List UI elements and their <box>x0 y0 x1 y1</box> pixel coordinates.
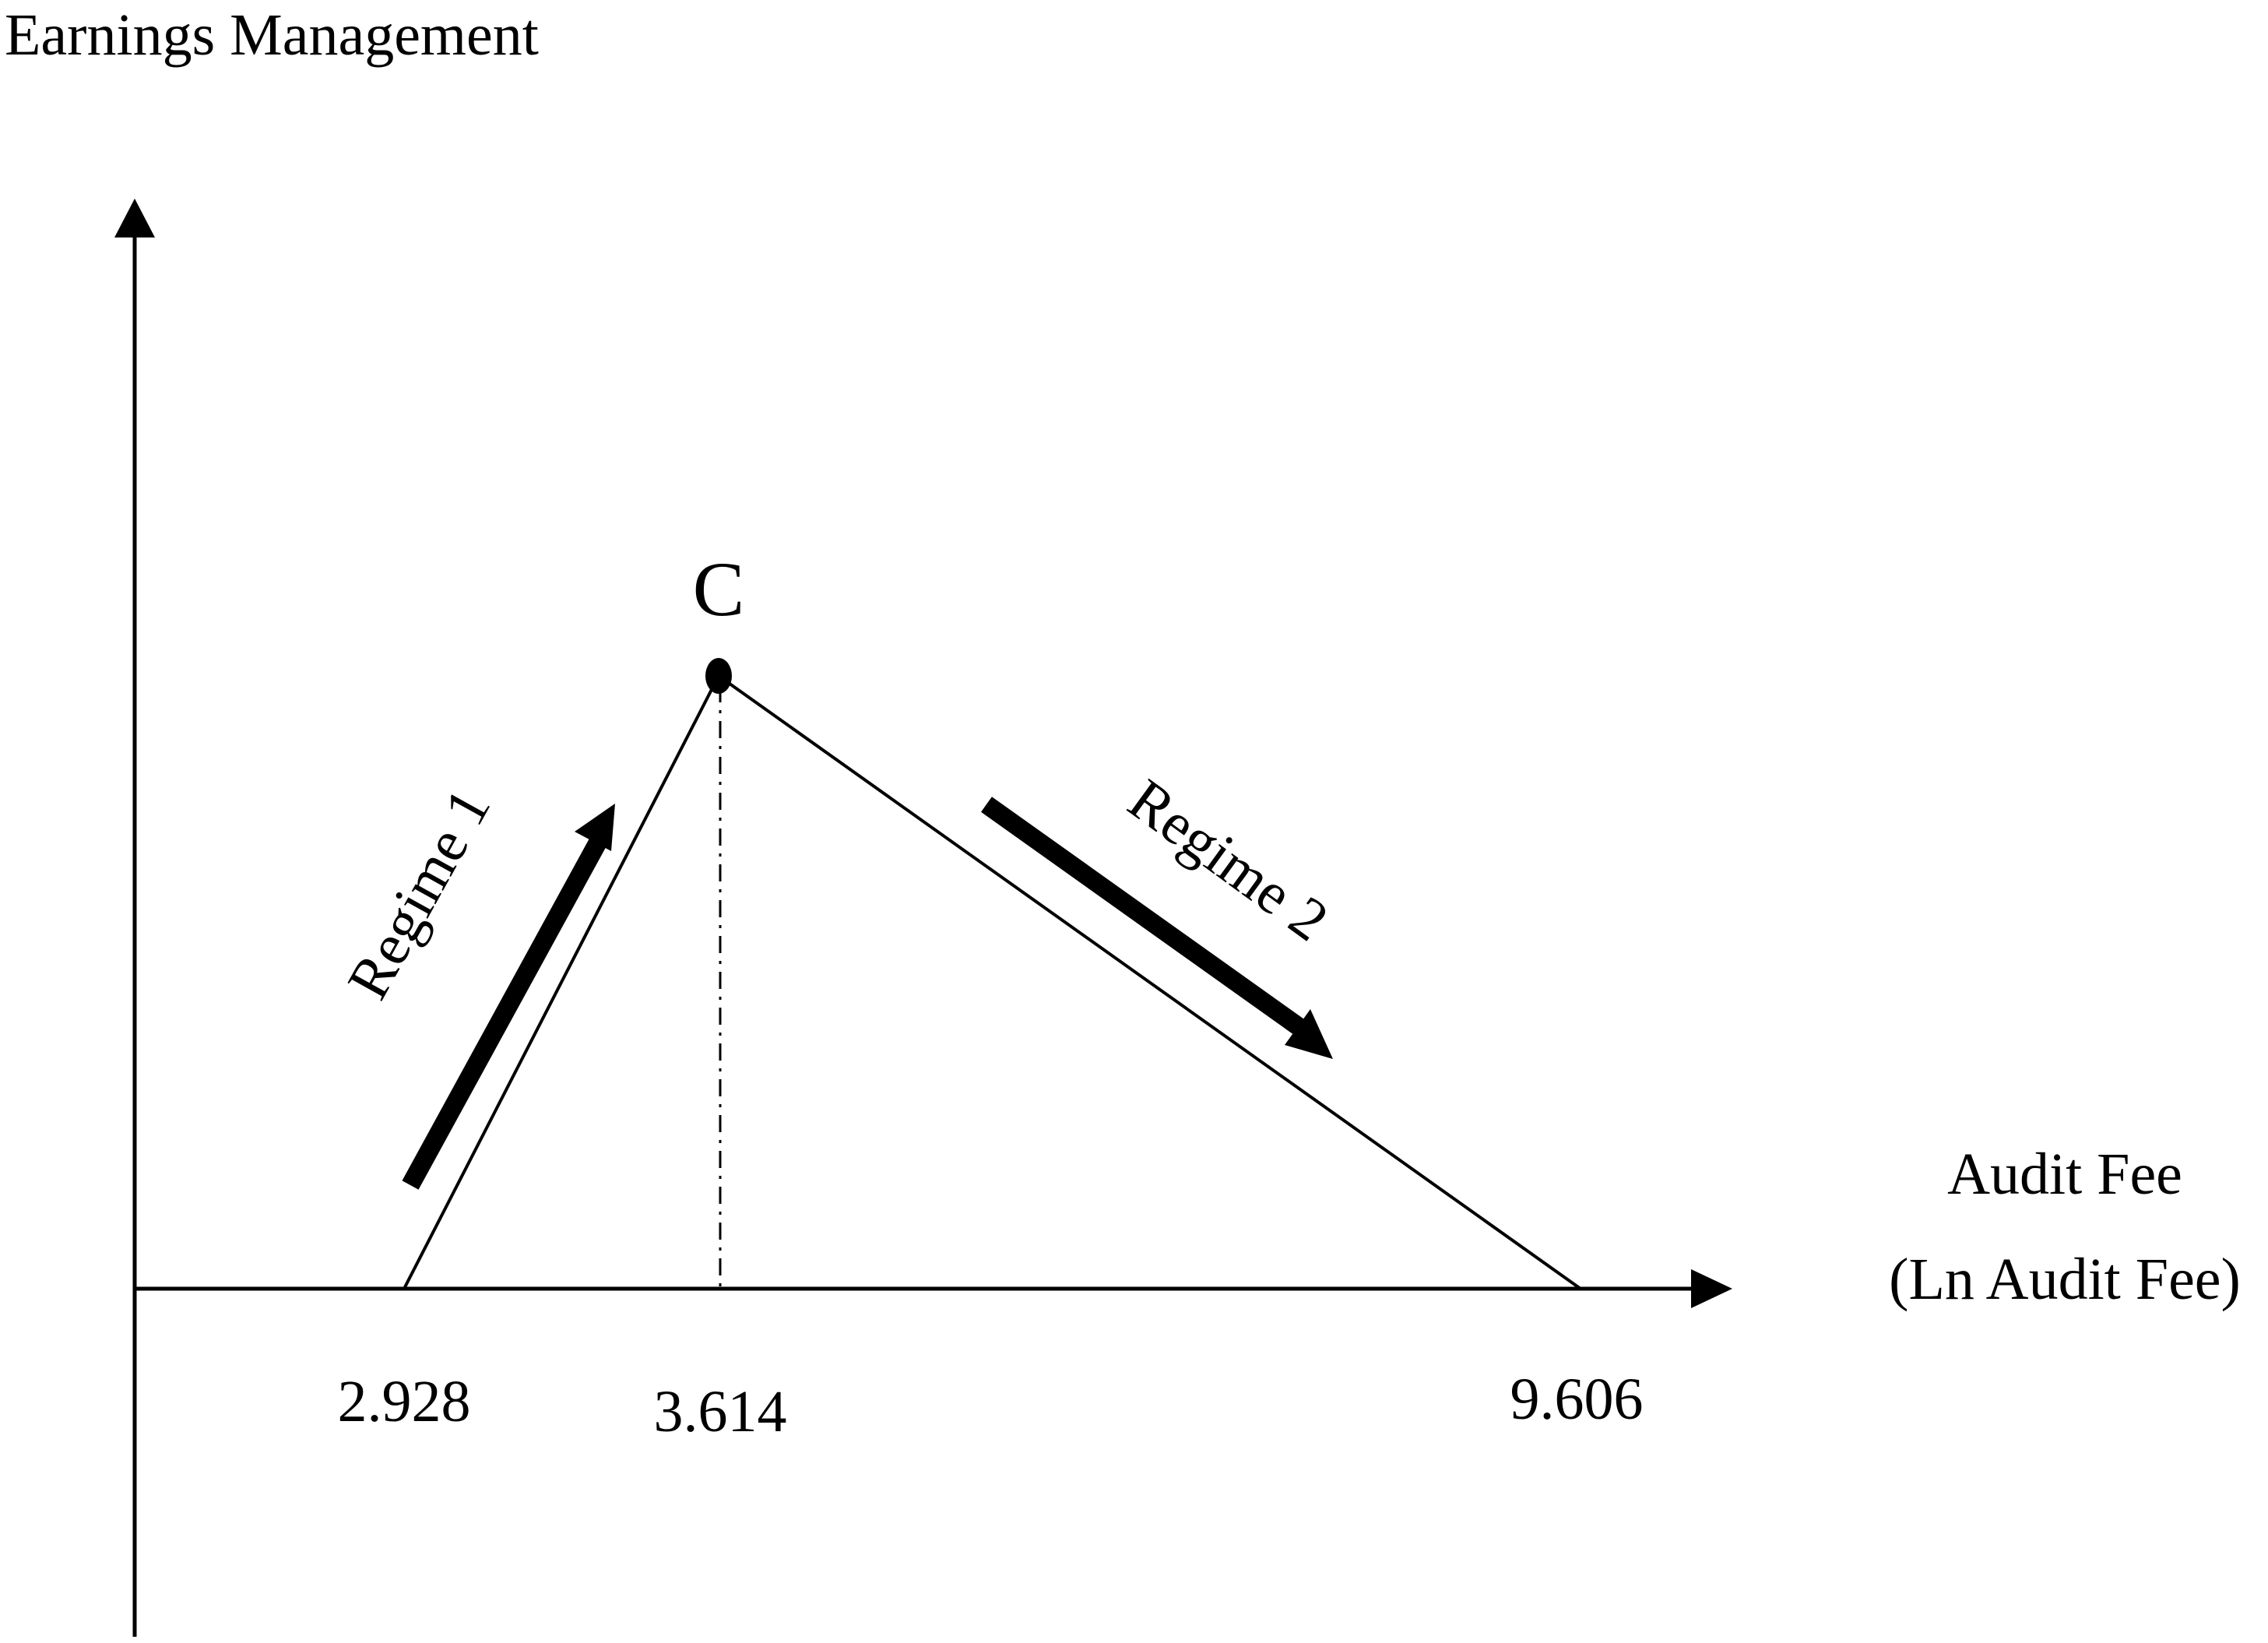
regime2-arrowhead <box>1285 1009 1333 1059</box>
regime-curve <box>403 674 1582 1290</box>
x-axis-label-line2: (Ln Audit Fee) <box>1889 1247 2241 1312</box>
x-axis-arrowhead <box>1691 1269 1732 1308</box>
regime1-arrow-shaft <box>402 835 608 1190</box>
peak-point-c <box>705 658 732 694</box>
tick-label-3614: 3.614 <box>654 1379 787 1444</box>
tick-label-2928: 2.928 <box>338 1369 471 1434</box>
y-axis-label: Earnings Management <box>5 2 539 68</box>
x-axis-label-line1: Audit Fee <box>1947 1142 2182 1207</box>
y-axis-arrowhead <box>114 199 155 237</box>
peak-label-c: C <box>693 546 745 632</box>
tick-label-9606: 9.606 <box>1510 1367 1644 1432</box>
regime1-label: Regime 1 <box>335 778 503 1009</box>
regime1-arrowhead <box>575 804 615 851</box>
regime2-arrow-shaft <box>981 797 1306 1036</box>
